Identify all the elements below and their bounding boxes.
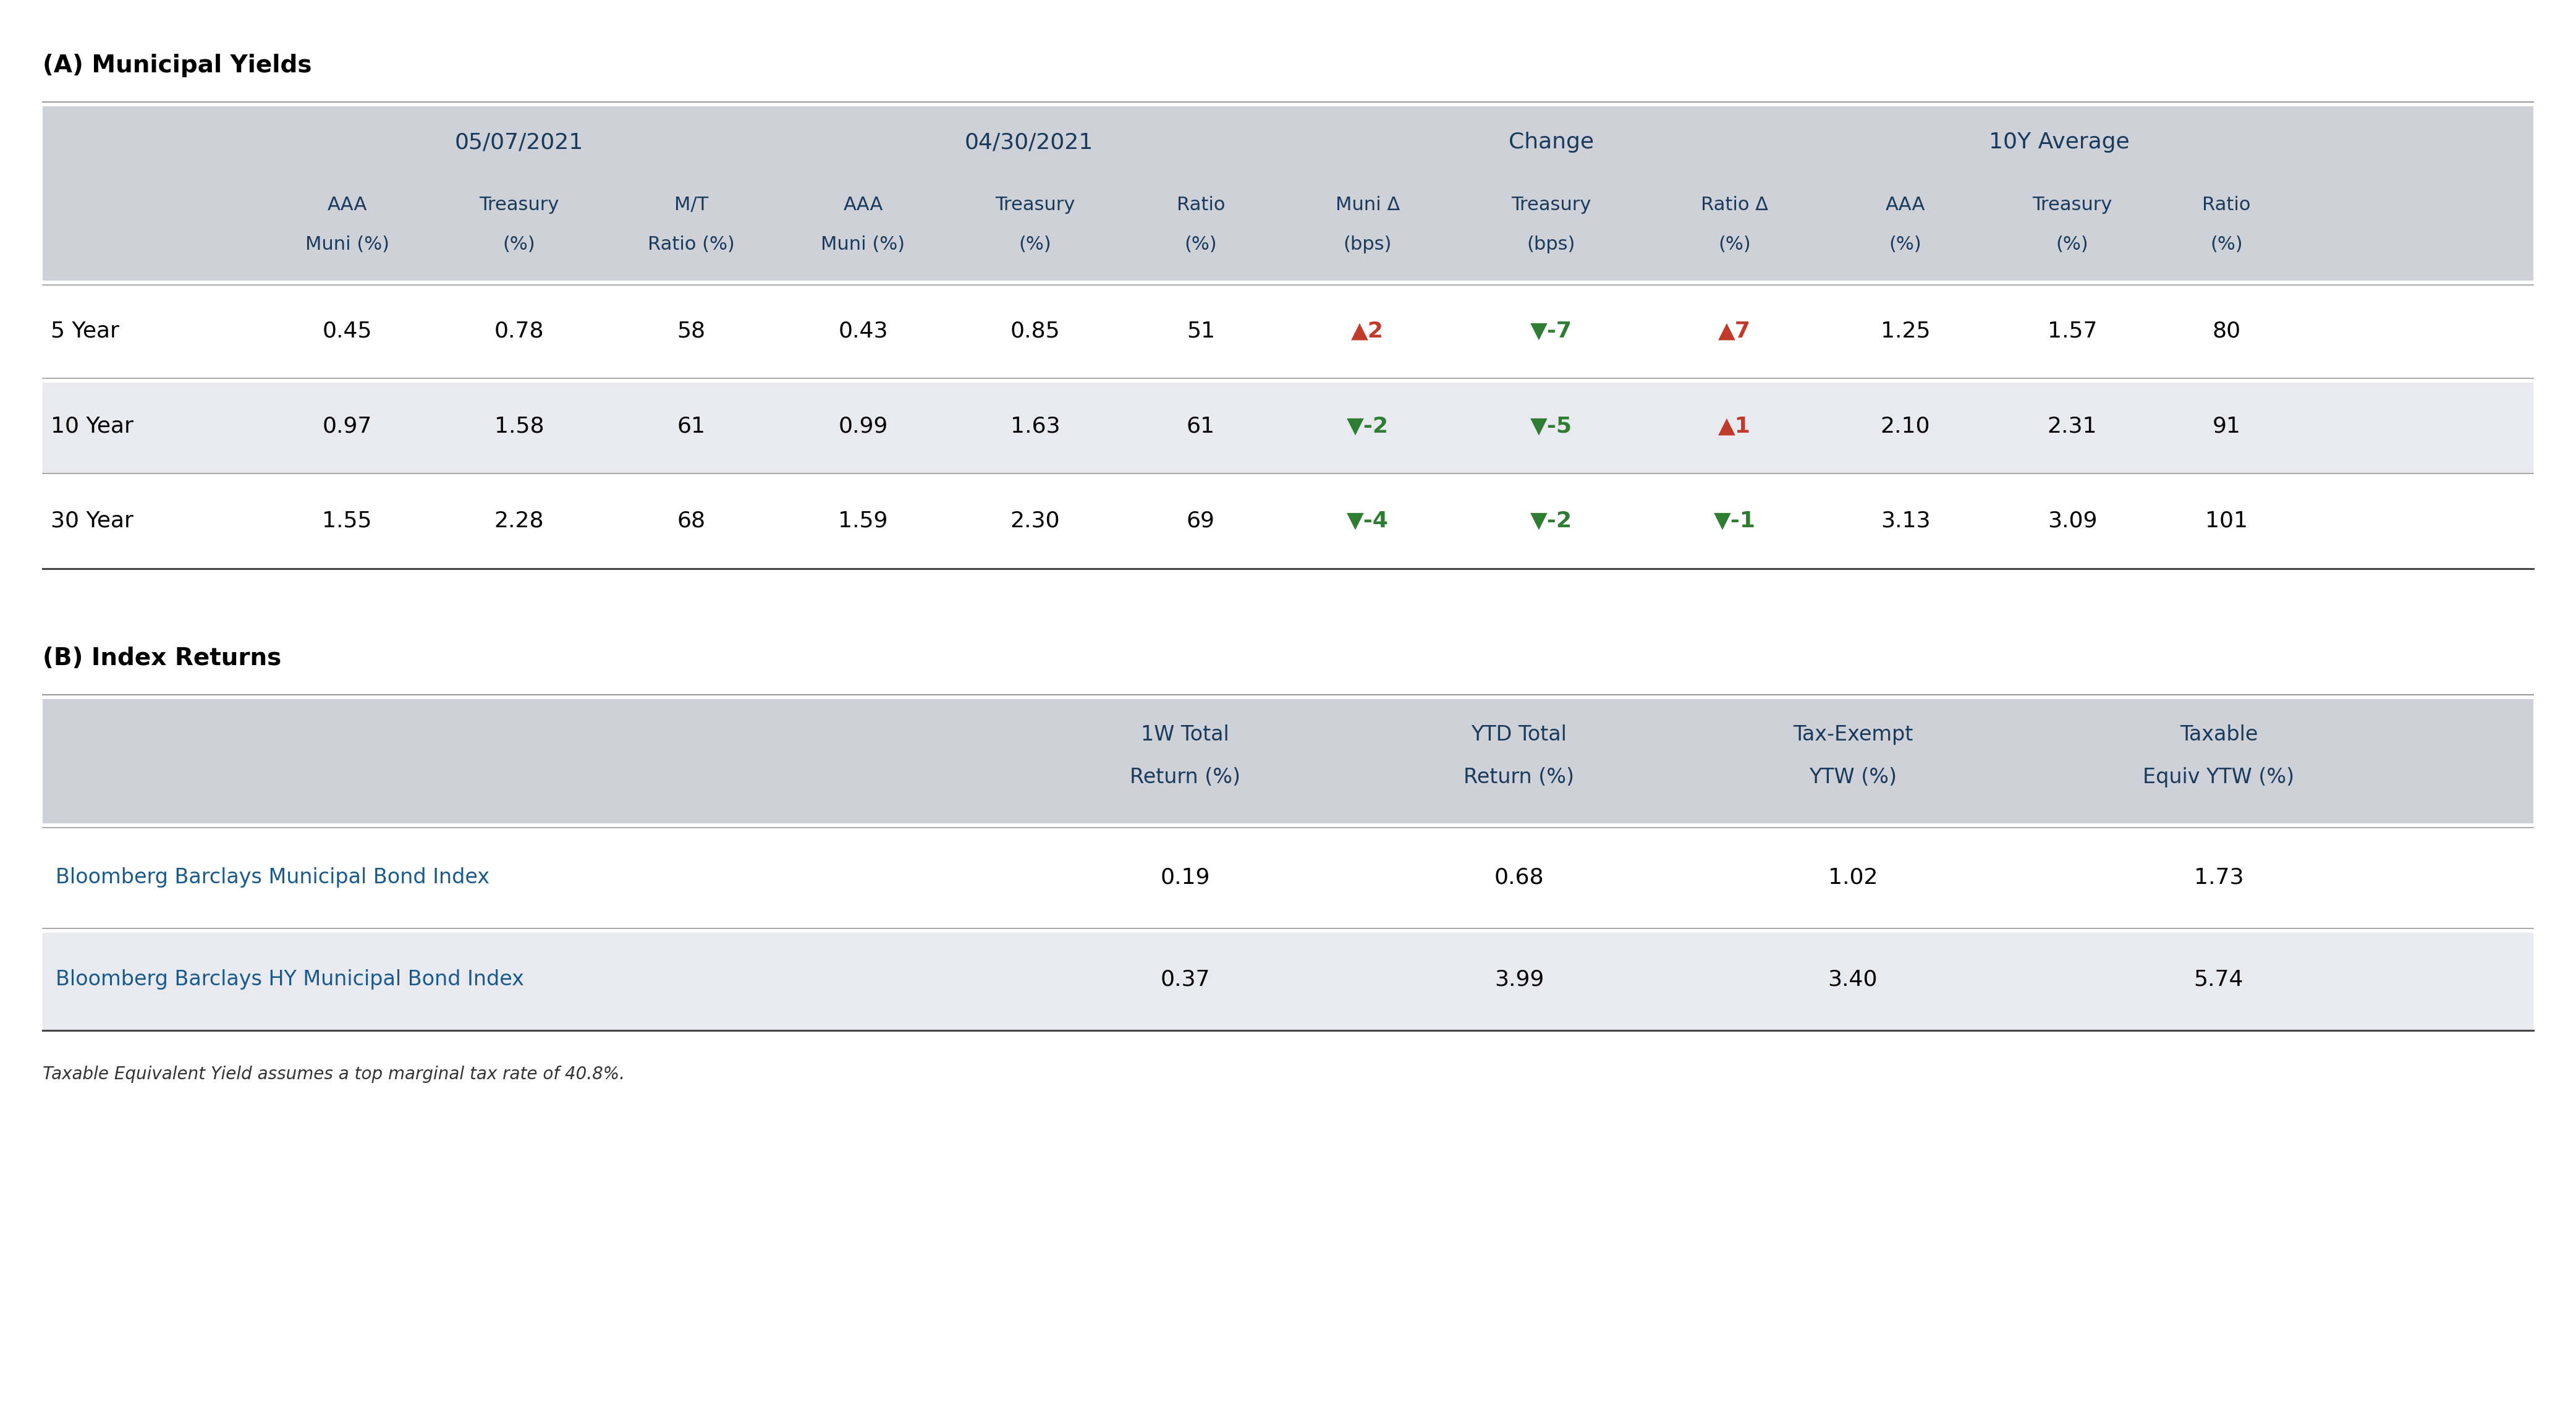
Text: (%): (%) — [1718, 235, 1752, 254]
Text: 0.19: 0.19 — [1159, 867, 1211, 888]
Text: ▼-4: ▼-4 — [1347, 511, 1388, 532]
Text: 0.99: 0.99 — [837, 415, 889, 436]
Text: 10 Year: 10 Year — [52, 415, 134, 436]
Text: (%): (%) — [1020, 235, 1051, 254]
Text: 05/07/2021: 05/07/2021 — [456, 131, 582, 153]
FancyBboxPatch shape — [44, 831, 2532, 928]
FancyBboxPatch shape — [44, 478, 2532, 569]
Text: Return (%): Return (%) — [1463, 767, 1574, 787]
FancyBboxPatch shape — [44, 382, 2532, 473]
Text: ▼-1: ▼-1 — [1713, 511, 1757, 532]
Text: 1.58: 1.58 — [495, 415, 544, 436]
Text: 5.74: 5.74 — [2195, 968, 2244, 990]
Text: (%): (%) — [2056, 235, 2089, 254]
Text: 0.85: 0.85 — [1010, 321, 1061, 341]
Text: 0.43: 0.43 — [837, 321, 889, 341]
Text: Change: Change — [1510, 131, 1595, 153]
Text: (%): (%) — [502, 235, 536, 254]
Text: 0.97: 0.97 — [322, 415, 371, 436]
Text: 0.45: 0.45 — [322, 321, 371, 341]
Text: (%): (%) — [1888, 235, 1922, 254]
Text: Treasury: Treasury — [479, 195, 559, 214]
Text: Treasury: Treasury — [2032, 195, 2112, 214]
Text: Taxable: Taxable — [2179, 724, 2257, 744]
FancyBboxPatch shape — [44, 107, 2532, 281]
Text: Ratio Δ: Ratio Δ — [1700, 195, 1767, 214]
Text: Tax-Exempt: Tax-Exempt — [1793, 724, 1914, 744]
Text: 1W Total: 1W Total — [1141, 724, 1229, 744]
Text: 91: 91 — [2213, 415, 2241, 436]
Text: (%): (%) — [2210, 235, 2244, 254]
Text: YTW (%): YTW (%) — [1808, 767, 1896, 787]
Text: ▲1: ▲1 — [1718, 415, 1752, 436]
Text: ▼-2: ▼-2 — [1347, 415, 1388, 436]
Text: (bps): (bps) — [1528, 235, 1577, 254]
Text: 10Y Average: 10Y Average — [1989, 131, 2130, 153]
Text: 61: 61 — [1188, 415, 1216, 436]
Text: Ratio: Ratio — [2202, 195, 2251, 214]
Text: M/T: M/T — [675, 195, 708, 214]
Text: 61: 61 — [677, 415, 706, 436]
FancyBboxPatch shape — [44, 288, 2532, 378]
Text: 1.73: 1.73 — [2195, 867, 2244, 888]
Text: 0.78: 0.78 — [495, 321, 544, 341]
Text: Treasury: Treasury — [1512, 195, 1592, 214]
Text: 69: 69 — [1188, 511, 1216, 532]
Text: Treasury: Treasury — [994, 195, 1074, 214]
Text: (B) Index Returns: (B) Index Returns — [44, 646, 281, 670]
Text: 30 Year: 30 Year — [52, 511, 134, 532]
Text: 80: 80 — [2213, 321, 2241, 341]
Text: Equiv YTW (%): Equiv YTW (%) — [2143, 767, 2295, 787]
Text: 3.40: 3.40 — [1829, 968, 1878, 990]
Text: 3.99: 3.99 — [1494, 968, 1543, 990]
Text: 2.28: 2.28 — [495, 511, 544, 532]
Text: 2.30: 2.30 — [1010, 511, 1059, 532]
Text: Taxable Equivalent Yield assumes a top marginal tax rate of 40.8%.: Taxable Equivalent Yield assumes a top m… — [44, 1067, 626, 1084]
Text: (%): (%) — [1185, 235, 1216, 254]
Text: AAA: AAA — [327, 195, 366, 214]
Text: AAA: AAA — [1886, 195, 1924, 214]
Text: ▼-2: ▼-2 — [1530, 511, 1571, 532]
Text: Muni (%): Muni (%) — [304, 235, 389, 254]
Text: 3.09: 3.09 — [2048, 511, 2097, 532]
Text: 1.25: 1.25 — [1880, 321, 1929, 341]
Text: 51: 51 — [1188, 321, 1216, 341]
Text: 1.55: 1.55 — [322, 511, 371, 532]
Text: YTD Total: YTD Total — [1471, 724, 1566, 744]
Text: Ratio (%): Ratio (%) — [647, 235, 734, 254]
Text: ▲7: ▲7 — [1718, 321, 1752, 341]
Text: 1.02: 1.02 — [1829, 867, 1878, 888]
Text: 0.37: 0.37 — [1159, 968, 1211, 990]
Text: Muni (%): Muni (%) — [822, 235, 904, 254]
Text: (A) Municipal Yields: (A) Municipal Yields — [44, 54, 312, 77]
Text: 2.10: 2.10 — [1880, 415, 1929, 436]
Text: 04/30/2021: 04/30/2021 — [963, 131, 1092, 153]
Text: Bloomberg Barclays Municipal Bond Index: Bloomberg Barclays Municipal Bond Index — [57, 867, 489, 887]
Text: 68: 68 — [677, 511, 706, 532]
Text: 1.57: 1.57 — [2048, 321, 2097, 341]
Text: 1.59: 1.59 — [837, 511, 889, 532]
Text: Muni Δ: Muni Δ — [1334, 195, 1399, 214]
Text: 0.68: 0.68 — [1494, 867, 1543, 888]
Text: Ratio: Ratio — [1177, 195, 1226, 214]
Text: ▼-7: ▼-7 — [1530, 321, 1571, 341]
Text: 5 Year: 5 Year — [52, 321, 118, 341]
Text: 3.13: 3.13 — [1880, 511, 1929, 532]
Text: ▲2: ▲2 — [1352, 321, 1383, 341]
Text: (bps): (bps) — [1342, 235, 1391, 254]
Text: 2.31: 2.31 — [2048, 415, 2097, 436]
Text: ▼-5: ▼-5 — [1530, 415, 1571, 436]
FancyBboxPatch shape — [44, 699, 2532, 824]
Text: Bloomberg Barclays HY Municipal Bond Index: Bloomberg Barclays HY Municipal Bond Ind… — [57, 970, 523, 990]
Text: 101: 101 — [2205, 511, 2249, 532]
Text: Return (%): Return (%) — [1131, 767, 1242, 787]
Text: 58: 58 — [677, 321, 706, 341]
FancyBboxPatch shape — [44, 933, 2532, 1031]
Text: 1.63: 1.63 — [1010, 415, 1059, 436]
Text: AAA: AAA — [842, 195, 884, 214]
